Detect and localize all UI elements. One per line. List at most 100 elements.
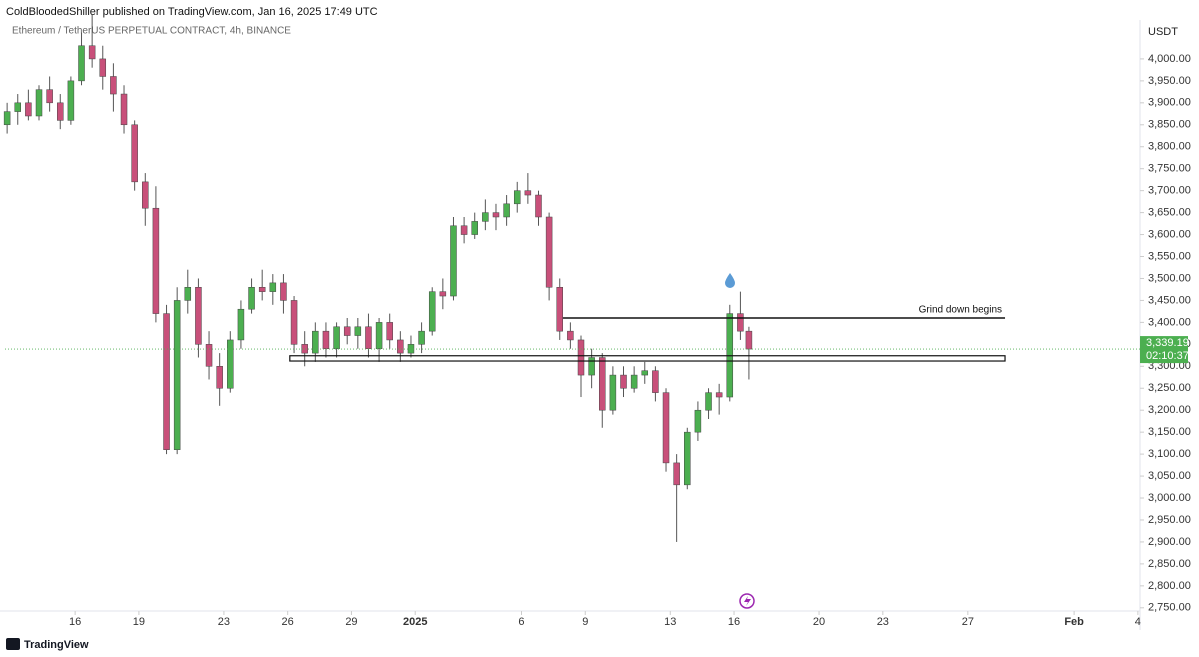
symbol-title: Ethereum / TetherUS PERPETUAL CONTRACT, … [12,26,291,37]
y-tick-label: 2,750.00 [1148,602,1191,614]
candle-body [662,392,670,464]
candle-body [556,287,563,332]
candle-body [312,330,319,354]
candle-body [588,357,595,376]
candle-body [216,366,223,389]
candle-body [652,370,659,393]
candle-body [535,194,542,218]
y-tick-label: 3,800.00 [1148,141,1191,153]
logo-icon [6,638,20,650]
candle-body [365,326,372,349]
candle-body [184,287,192,301]
candle-body [428,291,436,332]
y-tick-label: 3,900.00 [1148,97,1191,109]
candle-body [35,89,43,117]
candle-body [333,326,340,349]
candle-body [386,322,393,341]
candle-body [673,462,680,486]
candle-body [397,339,404,354]
candle-body [280,282,287,301]
candle-body [524,190,532,196]
candle-body [641,370,649,376]
annotation-text: Grind down begins [919,305,1002,316]
x-tick-label: 27 [962,616,974,628]
x-tick-label: 16 [69,616,81,628]
candle-body [482,212,489,222]
candle-body [620,374,627,389]
candle-body [227,339,234,389]
candle-body [120,93,128,126]
candle-body [173,300,181,450]
candle-body [375,322,383,349]
y-tick-label: 3,200.00 [1148,404,1191,416]
y-tick-label: 3,950.00 [1148,75,1191,87]
candle-body [609,374,617,411]
candle-body [290,300,298,345]
x-tick-label: 23 [218,616,230,628]
candle-body [577,339,585,376]
candle-body [599,357,606,411]
candle-body [248,287,255,310]
candle-body [418,330,425,345]
y-tick-label: 3,300.00 [1148,360,1191,372]
candle-body [237,308,245,341]
x-tick-label: 23 [877,616,889,628]
y-tick-label: 3,650.00 [1148,207,1191,219]
candle-body [25,102,32,117]
candle-body [67,80,75,121]
x-tick-label: Feb [1064,616,1084,628]
candle-body [152,207,160,314]
candle-body [195,287,202,345]
drop-icon [725,273,735,288]
candle-body [78,45,85,82]
y-tick-label: 3,750.00 [1148,163,1191,175]
candle-body [142,181,149,209]
y-tick-label: 2,900.00 [1148,536,1191,548]
y-tick-label: 3,450.00 [1148,294,1191,306]
x-tick-label: 13 [664,616,676,628]
candle-body [450,225,457,297]
candle-body [131,124,138,183]
y-tick-label: 3,500.00 [1148,272,1191,284]
x-tick-label: 29 [345,616,357,628]
candle-body [745,330,753,350]
y-tick-label: 3,600.00 [1148,228,1191,240]
event-icon-bolt [744,596,751,606]
candle-body [3,111,11,126]
x-tick-label: 9 [582,616,588,628]
candle-body [492,212,500,218]
candle-body [163,313,170,450]
candle-body [513,190,521,205]
support-zone [289,355,1006,362]
x-tick-label: 16 [728,616,740,628]
y-tick-label: 3,100.00 [1148,448,1191,460]
event-icon[interactable] [739,593,755,609]
y-tick-label: 3,400.00 [1148,316,1191,328]
y-tick-label: 2,950.00 [1148,514,1191,526]
candle-body [684,431,691,486]
y-tick-label: 3,000.00 [1148,492,1191,504]
candle-body [460,225,468,235]
last-price-label: 3,339.19 [1146,337,1189,349]
candle-body [705,392,712,411]
candle-body [269,282,277,292]
candle-body [694,409,702,433]
candle-body [258,287,266,292]
candle-body [439,291,447,297]
candle-body [99,58,107,77]
x-tick-label: 26 [282,616,294,628]
candle-body [57,102,64,121]
y-tick-label: 2,850.00 [1148,558,1191,570]
y-tick-label: 3,550.00 [1148,250,1191,262]
logo: TradingView [24,639,89,651]
candle-body [715,392,723,398]
candle-body [471,221,478,235]
countdown: 02:10:37 [1146,350,1189,362]
x-tick-label: 6 [518,616,524,628]
x-tick-label: 19 [133,616,145,628]
candle-body [322,330,330,349]
candle-body [46,89,53,104]
y-tick-label: 3,250.00 [1148,382,1191,394]
